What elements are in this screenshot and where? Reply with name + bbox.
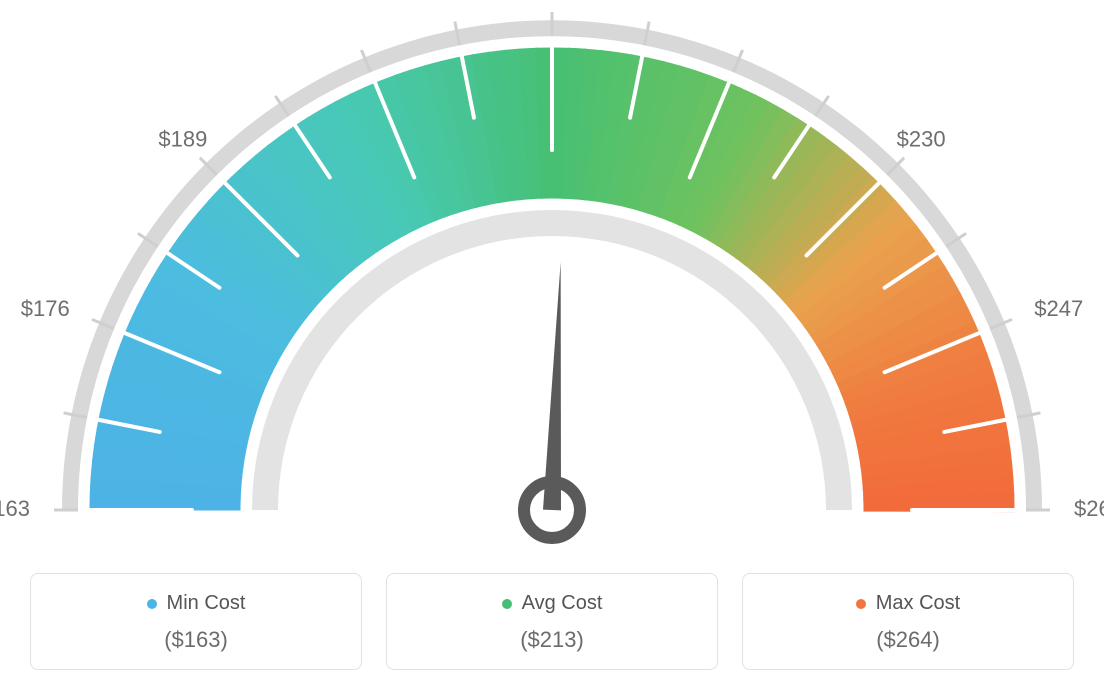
- legend-card-avg: Avg Cost ($213): [386, 573, 718, 670]
- svg-text:$247: $247: [1034, 296, 1083, 321]
- svg-text:$264: $264: [1074, 496, 1104, 521]
- legend-value-max: ($264): [753, 627, 1063, 653]
- svg-text:$176: $176: [21, 296, 70, 321]
- cost-gauge: $163$176$189$213$230$247$264: [0, 0, 1104, 560]
- legend-row: Min Cost ($163) Avg Cost ($213) Max Cost…: [30, 573, 1074, 670]
- legend-value-min: ($163): [41, 627, 351, 653]
- legend-title-max: Max Cost: [856, 592, 960, 615]
- legend-label-avg: Avg Cost: [522, 592, 603, 615]
- svg-text:$163: $163: [0, 496, 30, 521]
- legend-title-min: Min Cost: [147, 592, 246, 615]
- dot-min: [147, 599, 157, 609]
- dot-max: [856, 599, 866, 609]
- legend-label-max: Max Cost: [876, 592, 960, 615]
- dot-avg: [502, 599, 512, 609]
- legend-label-min: Min Cost: [167, 592, 246, 615]
- svg-text:$189: $189: [158, 127, 207, 152]
- legend-value-avg: ($213): [397, 627, 707, 653]
- legend-card-min: Min Cost ($163): [30, 573, 362, 670]
- svg-text:$230: $230: [897, 127, 946, 152]
- gauge-svg: $163$176$189$213$230$247$264: [0, 0, 1104, 560]
- legend-title-avg: Avg Cost: [502, 592, 603, 615]
- legend-card-max: Max Cost ($264): [742, 573, 1074, 670]
